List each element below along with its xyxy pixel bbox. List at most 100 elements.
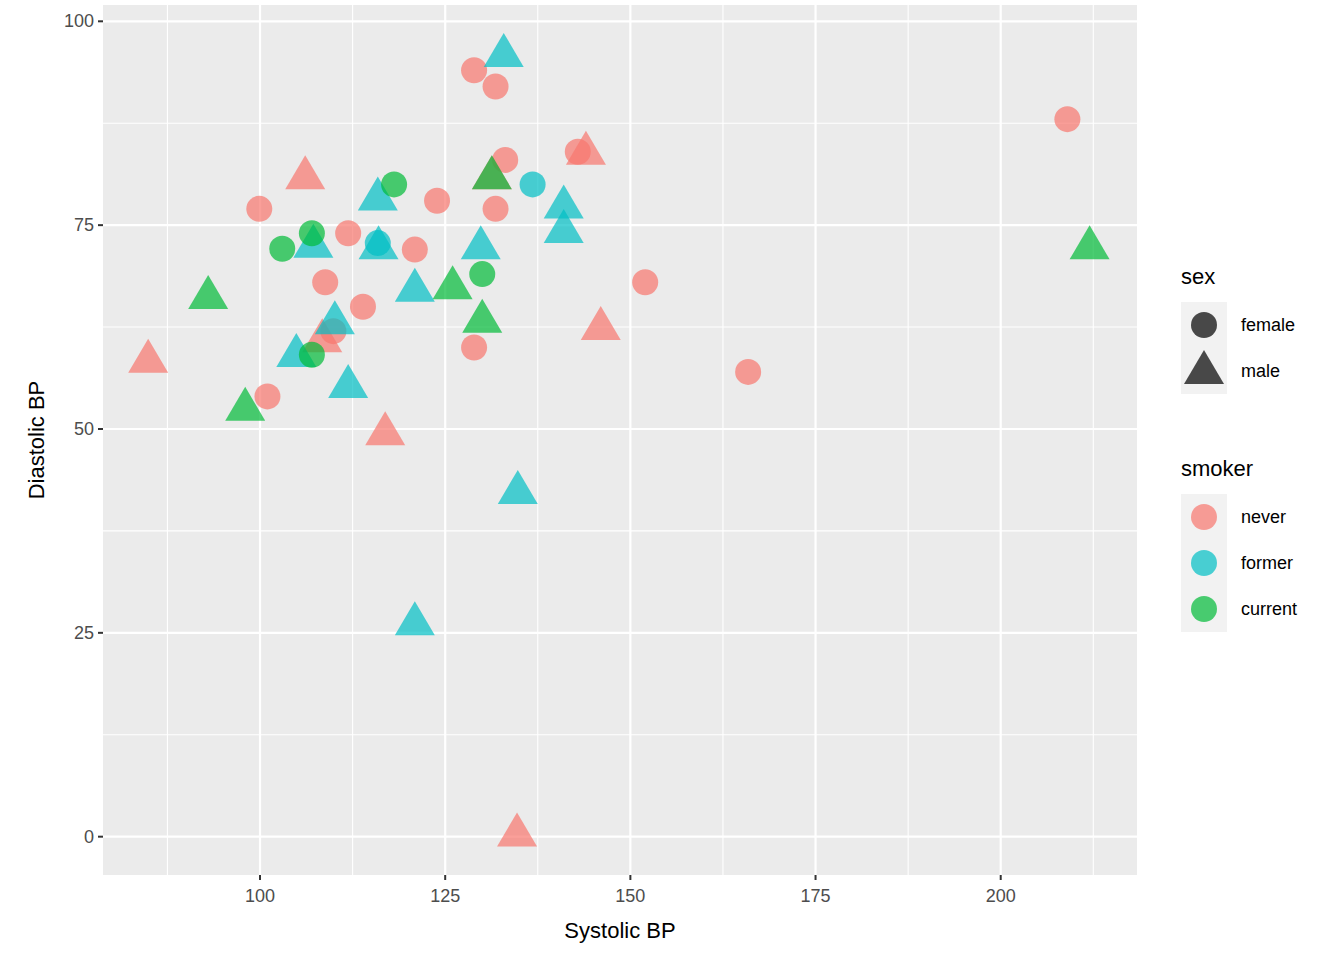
- tick-label: 25: [74, 623, 94, 643]
- point: [315, 300, 355, 334]
- grid-line: [103, 836, 1137, 838]
- legend-key: [1181, 494, 1227, 540]
- panel: [103, 5, 1137, 875]
- minor-grid: [908, 5, 909, 875]
- legend-key: [1181, 302, 1227, 348]
- point: [424, 188, 450, 214]
- points: [128, 33, 1109, 846]
- point: [581, 306, 621, 340]
- point: [381, 171, 407, 197]
- legend-marker: [1184, 350, 1224, 384]
- point: [328, 364, 368, 398]
- legend-key: [1181, 586, 1227, 632]
- tick: [444, 875, 446, 880]
- tick-label: 125: [430, 886, 460, 906]
- point: [461, 57, 487, 83]
- point: [632, 269, 658, 295]
- point: [395, 601, 435, 635]
- minor-grid: [103, 327, 1137, 328]
- legend-marker: [1191, 550, 1217, 576]
- grid-line: [103, 632, 1137, 634]
- minor-grid: [537, 5, 538, 875]
- point: [269, 236, 295, 262]
- tick-label: 50: [74, 419, 94, 439]
- point: [1070, 225, 1110, 259]
- minor-grid: [103, 530, 1137, 531]
- grid-line: [1000, 5, 1002, 875]
- point: [483, 196, 509, 222]
- grid-line: [103, 224, 1137, 226]
- minor-grid: [103, 123, 1137, 124]
- point: [735, 359, 761, 385]
- minor-grid: [167, 5, 168, 875]
- point: [472, 155, 512, 189]
- point: [544, 209, 584, 243]
- point: [350, 294, 376, 320]
- tick: [98, 428, 103, 430]
- tick: [259, 875, 261, 880]
- tick: [815, 875, 817, 880]
- axis-title: Diastolic BP: [24, 381, 49, 500]
- legend-marker: [1191, 596, 1217, 622]
- point: [462, 299, 502, 333]
- point: [469, 261, 495, 287]
- legend-label: never: [1241, 507, 1286, 527]
- tick: [629, 875, 631, 880]
- point: [335, 220, 361, 246]
- tick: [98, 836, 103, 838]
- tick-label: 200: [986, 886, 1016, 906]
- grid-line: [814, 5, 816, 875]
- legend-label: female: [1241, 315, 1295, 335]
- point: [472, 155, 512, 189]
- legend-marker: [1191, 312, 1217, 338]
- point: [128, 339, 168, 373]
- point: [484, 33, 524, 67]
- legend-title: sex: [1181, 264, 1215, 289]
- grid-line: [444, 5, 446, 875]
- tick: [98, 20, 103, 22]
- point: [433, 265, 473, 299]
- point: [285, 155, 325, 189]
- point: [566, 131, 606, 165]
- grid-line: [259, 5, 261, 875]
- legend-label: former: [1241, 553, 1293, 573]
- point: [254, 383, 280, 409]
- point: [395, 268, 435, 302]
- grid-line: [103, 428, 1137, 430]
- legend-label: male: [1241, 361, 1280, 381]
- point: [461, 334, 487, 360]
- chart: 1001251501752000255075100Systolic BPDias…: [0, 0, 1344, 960]
- grid-line: [103, 20, 1137, 22]
- minor-grid: [1093, 5, 1094, 875]
- legend-marker: [1191, 504, 1217, 530]
- point: [188, 275, 228, 309]
- tick-label: 100: [245, 886, 275, 906]
- tick: [1000, 875, 1002, 880]
- legend-key: [1181, 540, 1227, 586]
- minor-grid: [722, 5, 723, 875]
- point: [225, 387, 265, 421]
- point: [402, 237, 428, 263]
- point: [359, 225, 399, 259]
- axis-title: Systolic BP: [564, 918, 675, 943]
- point: [483, 74, 509, 100]
- point: [498, 470, 538, 504]
- minor-grid: [352, 5, 353, 875]
- tick-label: 75: [74, 215, 94, 235]
- legend-title: smoker: [1181, 456, 1253, 481]
- point: [1054, 106, 1080, 132]
- point: [520, 171, 546, 197]
- tick-label: 0: [84, 827, 94, 847]
- point: [299, 220, 325, 246]
- point: [246, 196, 272, 222]
- tick: [98, 632, 103, 634]
- minor-grid: [103, 734, 1137, 735]
- tick-label: 100: [64, 11, 94, 31]
- point: [299, 342, 325, 368]
- tick-label: 175: [801, 886, 831, 906]
- point: [497, 812, 537, 846]
- tick: [98, 224, 103, 226]
- point: [312, 269, 338, 295]
- point: [461, 225, 501, 259]
- legend-label: current: [1241, 599, 1297, 619]
